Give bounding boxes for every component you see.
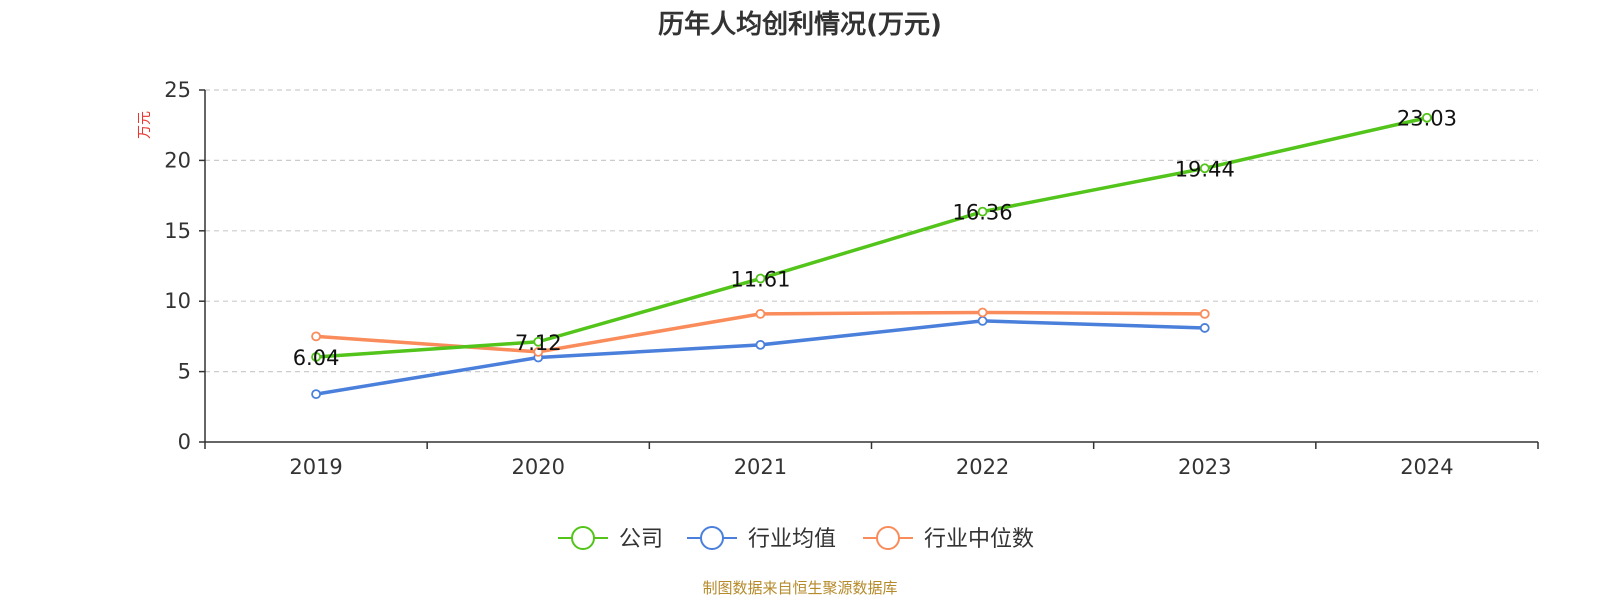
data-point[interactable]: [755, 308, 766, 319]
data-point[interactable]: [1199, 323, 1210, 333]
data-point[interactable]: [1422, 112, 1432, 123]
gridlines: [205, 89, 1538, 373]
data-point[interactable]: [311, 389, 321, 400]
x-tick-label: 2022: [956, 455, 1009, 479]
data-point[interactable]: [1199, 308, 1210, 319]
chart-title: 历年人均创利情况(万元): [658, 9, 942, 40]
series-line: [315, 319, 1205, 396]
legend[interactable]: 公司 行业均值 行业中位数: [558, 526, 1034, 552]
series-group: [311, 112, 1432, 400]
legend-item[interactable]: 行业中位数: [863, 526, 1034, 552]
x-tick-label: 2019: [289, 455, 342, 479]
axes: 0 5 10 15 20 25 2019 2020 2021 2022 2023 2024: [164, 78, 1539, 479]
data-label: 16.36: [953, 201, 1013, 225]
legend-swatch-marker: [571, 526, 595, 550]
y-tick-label: 0: [178, 430, 191, 454]
data-label: 23.03: [1397, 107, 1457, 131]
data-labels: 6.04 7.12 11.61 16.36 19.44 23.03: [293, 107, 1457, 370]
y-tick-label: 10: [164, 289, 191, 313]
data-source-note: 制图数据来自恒生聚源数据库: [702, 579, 897, 597]
y-axis-unit-label: 万元: [137, 111, 153, 139]
legend-swatch-marker: [876, 526, 900, 550]
data-point[interactable]: [1199, 163, 1210, 174]
data-point[interactable]: [533, 336, 544, 347]
legend-swatch-marker: [700, 526, 724, 550]
y-tick-label: 5: [178, 360, 191, 384]
data-point[interactable]: [977, 206, 988, 217]
data-label: 7.12: [515, 331, 562, 355]
x-tick-label: 2021: [734, 455, 787, 479]
data-point[interactable]: [311, 352, 321, 362]
y-tick-label: 15: [164, 219, 191, 243]
x-tick-label: 2023: [1178, 455, 1231, 479]
data-label: 11.61: [730, 268, 790, 292]
legend-item[interactable]: 行业均值: [687, 526, 836, 552]
legend-label: 行业中位数: [924, 527, 1034, 552]
x-tick-label: 2024: [1400, 455, 1453, 479]
x-tick-label: 2020: [512, 455, 565, 479]
legend-item[interactable]: 公司: [558, 526, 663, 552]
series-line: [315, 116, 1428, 359]
data-point[interactable]: [755, 273, 766, 284]
data-point[interactable]: [311, 331, 321, 342]
y-tick-label: 25: [164, 78, 191, 102]
data-point[interactable]: [755, 339, 766, 350]
data-point[interactable]: [977, 307, 988, 318]
data-point[interactable]: [533, 346, 544, 357]
legend-label: 行业均值: [748, 527, 836, 552]
y-tick-label: 20: [164, 148, 191, 172]
data-label: 6.04: [293, 346, 340, 370]
data-label: 19.44: [1175, 157, 1235, 181]
legend-label: 公司: [619, 527, 663, 552]
data-point[interactable]: [977, 316, 988, 326]
